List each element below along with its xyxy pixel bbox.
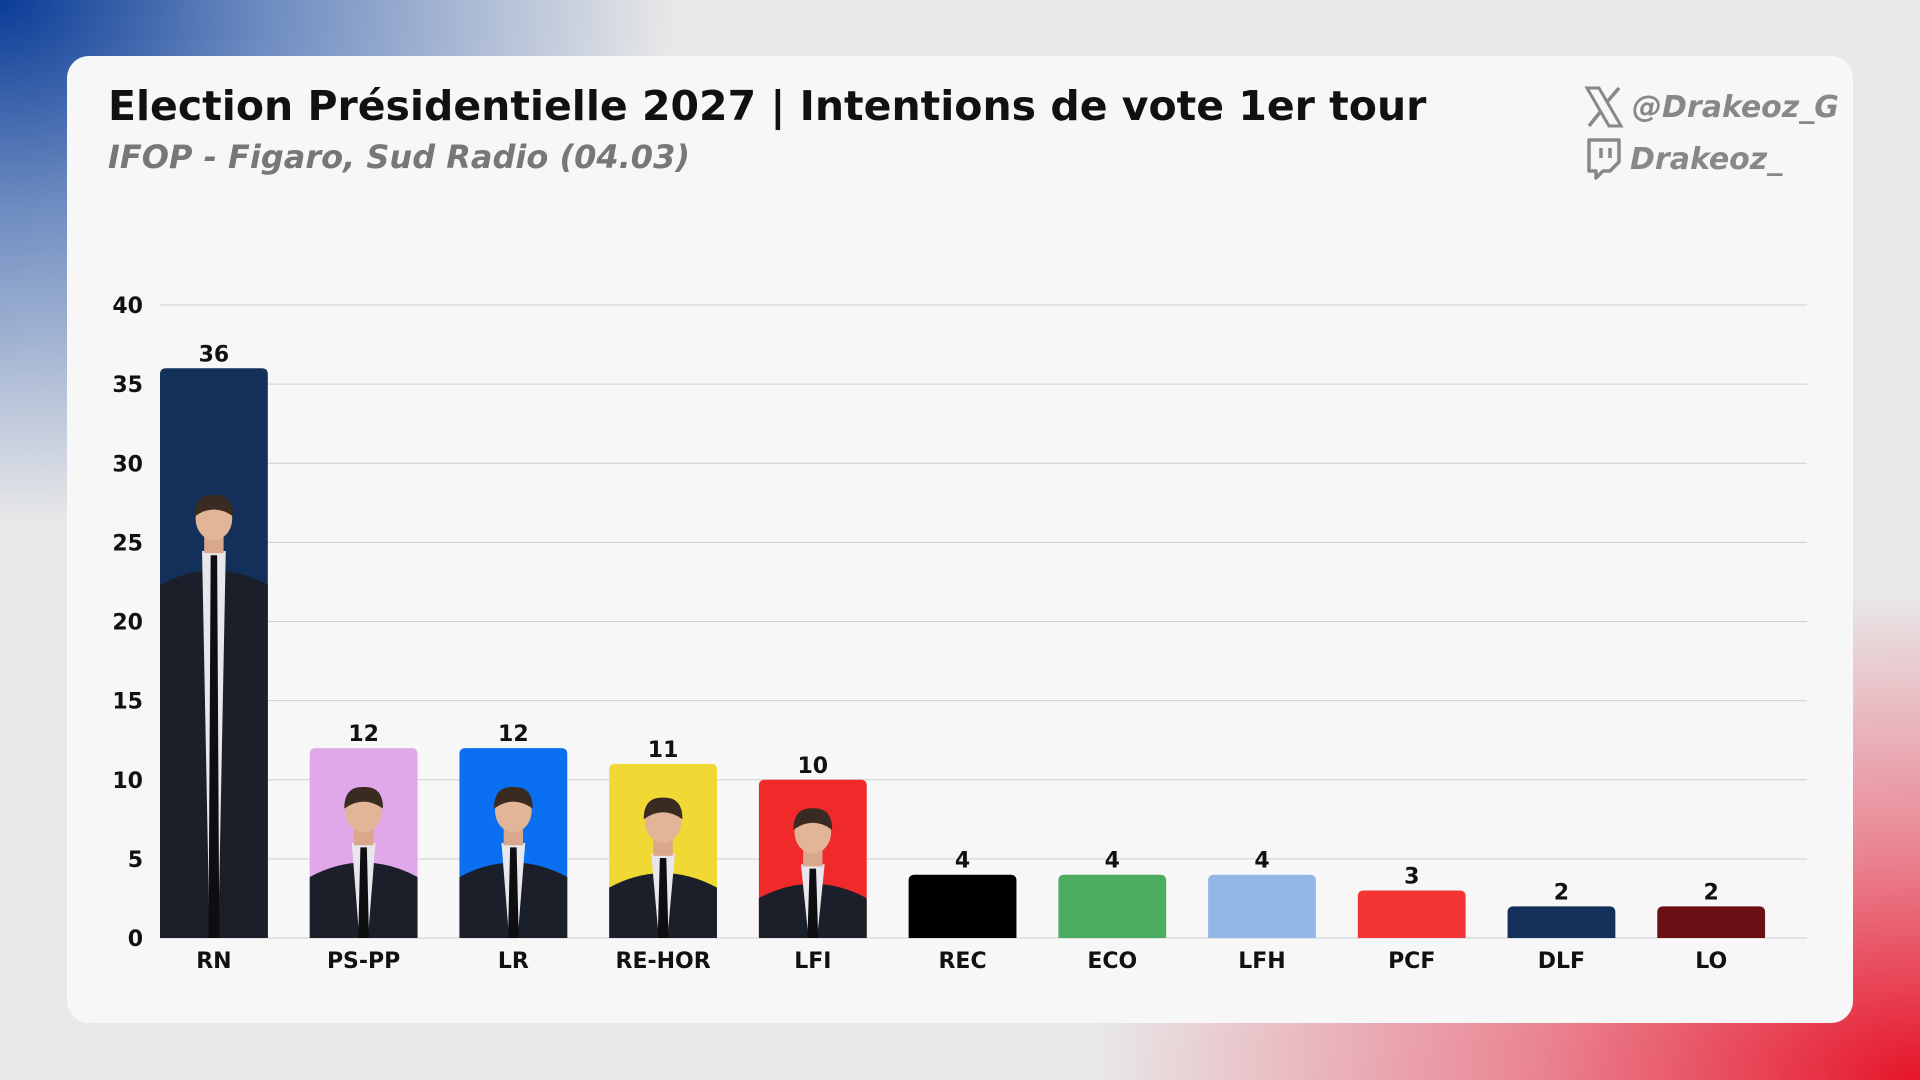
bar-group-rec: 4 bbox=[908, 849, 1017, 938]
x-axis: RN PS-PP LR RE-HOR LFI REC ECO LFH PCF DLF LO bbox=[196, 949, 1727, 974]
chart-title: Election Présidentielle 2027 | Intention… bbox=[108, 82, 1427, 130]
bar-group-lfi: 10 bbox=[758, 754, 867, 938]
twitch-handle[interactable]: Drakeoz_ bbox=[1584, 138, 1782, 180]
category-label-lfi: LFI bbox=[794, 949, 831, 974]
category-label-re-hor: RE-HOR bbox=[616, 949, 711, 974]
bar-group-dlf: 2 bbox=[1507, 880, 1616, 938]
x-handle-text: @Drakeoz_G bbox=[1632, 89, 1839, 125]
twitch-handle-text: Drakeoz_ bbox=[1630, 141, 1783, 177]
bar-group-lo: 2 bbox=[1657, 880, 1766, 938]
y-tick-label: 25 bbox=[112, 531, 143, 556]
value-label-rec: 4 bbox=[955, 849, 970, 874]
bar-lfh bbox=[1208, 874, 1316, 938]
bar-group-eco: 4 bbox=[1058, 849, 1167, 938]
bar-lo bbox=[1657, 906, 1766, 938]
category-label-rn: RN bbox=[196, 949, 231, 974]
category-label-lo: LO bbox=[1695, 949, 1727, 974]
category-label-ps-pp: PS-PP bbox=[327, 949, 400, 974]
value-label-lr: 12 bbox=[498, 722, 529, 747]
bar-rec bbox=[908, 874, 1017, 938]
value-label-pcf: 3 bbox=[1404, 865, 1419, 890]
chart-subtitle: IFOP - Figaro, Sud Radio (04.03) bbox=[108, 138, 690, 176]
category-label-lr: LR bbox=[498, 949, 529, 974]
portrait-ps-pp bbox=[309, 787, 418, 938]
bar-group-re-hor: 11 bbox=[609, 738, 717, 938]
y-tick-label: 30 bbox=[112, 452, 143, 477]
value-label-rn: 36 bbox=[199, 342, 230, 367]
category-label-pcf: PCF bbox=[1388, 949, 1435, 974]
x-handle[interactable]: @Drakeoz_G bbox=[1584, 86, 1839, 128]
bar-dlf bbox=[1507, 906, 1616, 938]
portrait-re-hor bbox=[609, 797, 717, 938]
y-tick-label: 20 bbox=[112, 611, 143, 636]
value-label-lfi: 10 bbox=[797, 754, 828, 779]
category-label-rec: REC bbox=[938, 949, 986, 974]
twitch-logo-icon bbox=[1587, 138, 1621, 180]
value-label-lfh: 4 bbox=[1254, 849, 1269, 874]
bar-group-lfh: 4 bbox=[1208, 849, 1316, 938]
bars: 36 12 12 11 10 4 4 4 3 2 2 bbox=[160, 342, 1766, 938]
value-label-ps-pp: 12 bbox=[348, 722, 379, 747]
y-tick-label: 5 bbox=[128, 848, 143, 873]
bar-group-pcf: 3 bbox=[1357, 865, 1466, 938]
bar-group-lr: 12 bbox=[459, 722, 568, 938]
category-label-lfh: LFH bbox=[1238, 949, 1285, 974]
y-tick-label: 10 bbox=[112, 769, 143, 794]
portrait-lfi bbox=[758, 808, 867, 938]
y-tick-label: 40 bbox=[112, 294, 143, 319]
bar-pcf bbox=[1357, 890, 1466, 938]
y-tick-label: 0 bbox=[128, 927, 143, 952]
bar-group-ps-pp: 12 bbox=[309, 722, 418, 938]
value-label-re-hor: 11 bbox=[648, 738, 679, 763]
y-axis: 0 5 10 15 20 25 30 35 40 bbox=[112, 294, 143, 952]
y-tick-label: 35 bbox=[112, 373, 143, 398]
category-label-eco: ECO bbox=[1087, 949, 1137, 974]
portrait-lr bbox=[459, 787, 568, 938]
value-label-lo: 2 bbox=[1704, 880, 1719, 905]
category-label-dlf: DLF bbox=[1538, 949, 1585, 974]
portrait-rn bbox=[160, 494, 268, 938]
bar-group-rn: 36 bbox=[160, 342, 268, 938]
y-tick-label: 15 bbox=[112, 690, 143, 715]
value-label-eco: 4 bbox=[1105, 849, 1120, 874]
bar-eco bbox=[1058, 874, 1167, 938]
x-logo-icon bbox=[1584, 86, 1624, 128]
value-label-dlf: 2 bbox=[1554, 880, 1569, 905]
